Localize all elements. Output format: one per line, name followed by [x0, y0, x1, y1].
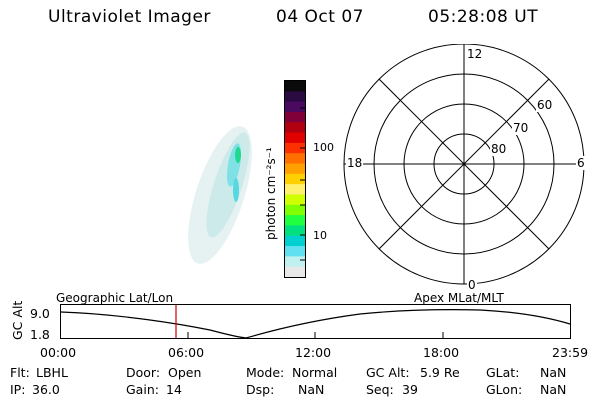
colorbar-band — [285, 194, 305, 206]
colorbar-band — [285, 215, 305, 226]
colorbar — [284, 80, 306, 278]
colorbar-band — [285, 132, 305, 144]
info-dsp-value: NaN — [298, 382, 325, 397]
info-gain-key: Gain: — [126, 382, 159, 397]
colorbar-band — [285, 91, 305, 103]
lat-label-70: 70 — [512, 121, 530, 135]
gc-alt-plot — [60, 304, 571, 339]
header-time: 05:28:08 UT — [428, 7, 539, 27]
info-ip-key: IP: — [10, 382, 26, 397]
info-gcalt-key: GC Alt: — [366, 365, 410, 380]
colorbar-band — [285, 81, 305, 92]
colorbar-tick-100: 100 — [313, 141, 334, 154]
colorbar-band — [285, 101, 305, 113]
info-glon-key: GLon: — [486, 382, 523, 397]
mlt-label-6: 6 — [576, 156, 586, 170]
info-door-key: Door: — [126, 365, 161, 380]
colorbar-band — [285, 235, 305, 247]
colorbar-unit-label: photon cm⁻²s⁻¹ — [264, 147, 278, 240]
polar-grid — [343, 44, 585, 285]
info-gcalt-value: 5.9 Re — [420, 365, 460, 380]
apex-caption: Apex MLat/MLT — [414, 291, 504, 305]
info-ip-value: 36.0 — [32, 382, 60, 397]
colorbar-band — [285, 246, 305, 257]
colorbar-band — [285, 153, 305, 165]
header-date: 04 Oct 07 — [276, 7, 364, 27]
info-glat-key: GLat: — [486, 365, 520, 380]
gc-alt-tick-low: 1.8 — [30, 327, 50, 342]
info-dsp-key: Dsp: — [246, 382, 275, 397]
lat-label-60: 60 — [536, 98, 554, 112]
instrument-title: Ultraviolet Imager — [48, 7, 211, 27]
colorbar-band — [285, 163, 305, 175]
colorbar-band — [285, 225, 305, 237]
info-glat-value: NaN — [540, 365, 567, 380]
mlt-label-12: 12 — [466, 47, 484, 61]
gc-alt-tick-high: 9.0 — [30, 306, 50, 321]
colorbar-band — [285, 142, 305, 154]
info-gain-value: 14 — [166, 382, 182, 397]
info-mode-value: Normal — [292, 365, 338, 380]
time-tick-1200: 12:00 — [295, 345, 332, 360]
time-tick-0000: 00:00 — [40, 345, 77, 360]
colorbar-band — [285, 184, 305, 195]
auroral-image — [188, 126, 252, 264]
mlt-label-18: 18 — [346, 156, 364, 170]
colorbar-band — [285, 173, 305, 185]
info-flt-key: Flt: — [10, 365, 30, 380]
time-tick-2359: 23:59 — [552, 345, 589, 360]
info-glon-value: NaN — [540, 382, 567, 397]
info-door-value: Open — [168, 365, 202, 380]
time-tick-1800: 18:00 — [423, 345, 460, 360]
colorbar-band — [285, 204, 305, 216]
mlt-label-0: 0 — [467, 278, 477, 292]
info-mode-key: Mode: — [246, 365, 285, 380]
info-seq-key: Seq: — [366, 382, 394, 397]
geographic-caption: Geographic Lat/Lon — [56, 291, 174, 305]
colorbar-band — [285, 122, 305, 134]
colorbar-band — [285, 256, 305, 268]
colorbar-tick-10: 10 — [313, 229, 327, 242]
gc-alt-axis-label: GC Alt — [10, 300, 25, 340]
info-seq-value: 39 — [402, 382, 418, 397]
auroral-glow — [188, 126, 252, 264]
time-tick-0600: 06:00 — [168, 345, 205, 360]
lat-label-80: 80 — [490, 142, 508, 156]
info-flt-value: LBHL — [36, 365, 68, 380]
colorbar-band — [285, 266, 305, 278]
colorbar-band — [285, 111, 305, 123]
